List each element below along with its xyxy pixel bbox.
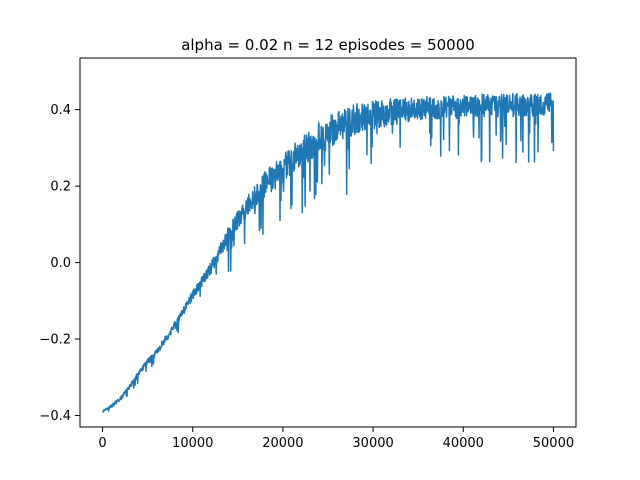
chart-title: alpha = 0.02 n = 12 episodes = 50000 xyxy=(181,36,475,54)
plot-frame xyxy=(79,57,577,428)
plot-area xyxy=(79,57,577,428)
x-tick-label: 20000 xyxy=(262,436,303,451)
x-axis: 0 10000 20000 30000 40000 50000 xyxy=(98,427,574,451)
x-tick-label: 0 xyxy=(98,436,106,451)
series-layer xyxy=(101,92,555,413)
y-axis: −0.4 −0.2 0.0 0.2 0.4 xyxy=(39,103,80,424)
y-tick-label: −0.2 xyxy=(39,333,71,348)
x-tick-label: 30000 xyxy=(352,436,393,451)
y-tick-label: 0.2 xyxy=(50,180,71,195)
x-tick-label: 10000 xyxy=(172,436,213,451)
y-tick-label: 0.4 xyxy=(50,103,71,118)
y-tick-label: −0.4 xyxy=(39,409,71,424)
series-line xyxy=(101,92,555,413)
y-tick-label: 0.0 xyxy=(50,256,71,271)
x-tick-label: 50000 xyxy=(533,436,574,451)
plot-background xyxy=(80,58,576,427)
x-tick-label: 40000 xyxy=(443,436,484,451)
